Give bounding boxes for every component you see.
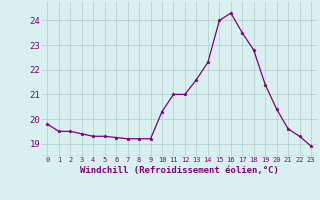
X-axis label: Windchill (Refroidissement éolien,°C): Windchill (Refroidissement éolien,°C) xyxy=(80,166,279,175)
